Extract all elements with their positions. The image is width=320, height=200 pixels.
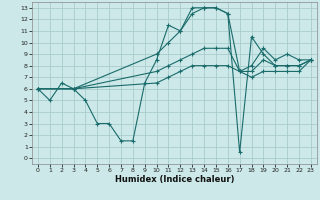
X-axis label: Humidex (Indice chaleur): Humidex (Indice chaleur) [115, 175, 234, 184]
